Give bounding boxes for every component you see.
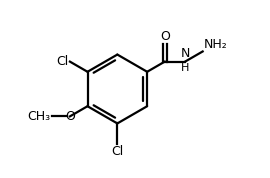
Text: CH₃: CH₃ [28, 110, 51, 123]
Text: N: N [180, 47, 190, 60]
Text: NH₂: NH₂ [204, 38, 227, 51]
Text: Cl: Cl [57, 55, 69, 68]
Text: H: H [181, 63, 189, 73]
Text: Cl: Cl [111, 145, 123, 158]
Text: O: O [160, 30, 170, 43]
Text: O: O [65, 110, 75, 123]
